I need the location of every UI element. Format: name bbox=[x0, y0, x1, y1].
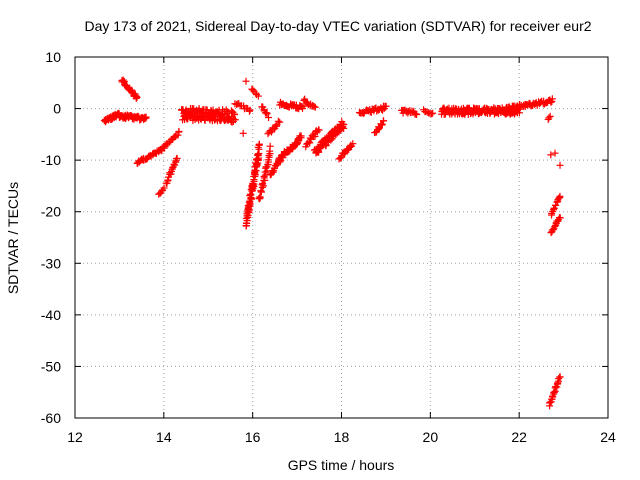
data-point bbox=[175, 127, 183, 135]
data-point bbox=[378, 120, 386, 128]
data-point bbox=[248, 195, 256, 203]
data-point bbox=[413, 111, 421, 119]
data-point bbox=[243, 219, 251, 227]
data-point bbox=[547, 98, 555, 106]
data-point bbox=[246, 200, 254, 208]
data-point bbox=[545, 399, 553, 407]
data-point bbox=[256, 194, 264, 202]
data-point bbox=[551, 149, 559, 157]
data-point bbox=[276, 118, 284, 126]
data-point bbox=[254, 92, 262, 100]
data-point bbox=[315, 126, 323, 134]
data-point bbox=[133, 93, 141, 101]
data-point bbox=[340, 121, 348, 129]
data-point bbox=[554, 379, 562, 387]
data-point bbox=[297, 134, 305, 142]
data-point bbox=[555, 375, 563, 383]
y-tick-label: -30 bbox=[41, 255, 61, 271]
data-point bbox=[349, 140, 357, 148]
data-point bbox=[265, 153, 273, 161]
data-point bbox=[245, 208, 253, 216]
data-point bbox=[171, 161, 179, 169]
data-point bbox=[231, 116, 239, 124]
data-point bbox=[231, 111, 239, 119]
data-point bbox=[546, 112, 554, 120]
data-point bbox=[550, 388, 558, 396]
data-point bbox=[269, 168, 277, 176]
data-point bbox=[552, 201, 560, 209]
y-tick-label: 10 bbox=[45, 49, 61, 65]
x-axis-label: GPS time / hours bbox=[288, 457, 395, 473]
data-point bbox=[556, 214, 564, 222]
data-point bbox=[556, 373, 564, 381]
data-points bbox=[100, 76, 564, 410]
y-tick-label: -40 bbox=[41, 307, 61, 323]
data-point bbox=[266, 142, 274, 150]
data-point bbox=[257, 188, 265, 196]
data-point bbox=[245, 107, 253, 115]
x-tick-label: 24 bbox=[600, 429, 616, 445]
data-point bbox=[255, 150, 263, 158]
y-tick-label: -50 bbox=[41, 358, 61, 374]
data-point bbox=[261, 176, 269, 184]
data-point bbox=[380, 117, 388, 125]
data-point bbox=[249, 86, 257, 94]
grid bbox=[75, 57, 608, 418]
data-point bbox=[328, 135, 336, 143]
data-point bbox=[428, 110, 436, 118]
data-point bbox=[246, 106, 254, 114]
data-point bbox=[556, 161, 564, 169]
data-point bbox=[255, 141, 263, 149]
x-tick-label: 18 bbox=[334, 429, 350, 445]
data-point bbox=[263, 110, 271, 118]
x-tick-label: 22 bbox=[511, 429, 527, 445]
data-point bbox=[160, 184, 168, 192]
data-point bbox=[548, 95, 556, 103]
data-point bbox=[276, 158, 284, 166]
data-point bbox=[160, 144, 168, 152]
x-tick-label: 14 bbox=[156, 429, 172, 445]
data-point bbox=[549, 226, 557, 234]
y-axis-label: SDTVAR / TECUs bbox=[5, 182, 21, 294]
data-point bbox=[327, 136, 335, 144]
data-point bbox=[142, 113, 150, 121]
data-point bbox=[547, 151, 555, 159]
data-point bbox=[279, 154, 287, 162]
data-point bbox=[315, 148, 323, 156]
data-point bbox=[310, 102, 318, 110]
y-tick-label: 0 bbox=[53, 101, 61, 117]
y-tick-label: -10 bbox=[41, 152, 61, 168]
data-point bbox=[545, 114, 553, 122]
data-point bbox=[429, 109, 437, 117]
data-point bbox=[266, 150, 274, 158]
data-point bbox=[311, 103, 319, 111]
y-tick-label: -60 bbox=[41, 410, 61, 426]
data-point bbox=[412, 110, 420, 118]
data-point bbox=[132, 94, 140, 102]
data-point bbox=[260, 172, 268, 180]
x-tick-label: 12 bbox=[67, 429, 83, 445]
data-point bbox=[174, 131, 182, 139]
data-point bbox=[556, 192, 564, 200]
chart-title: Day 173 of 2021, Sidereal Day-to-day VTE… bbox=[84, 18, 591, 34]
x-tick-label: 16 bbox=[245, 429, 261, 445]
axis-ticks: 12 14 16 18 20 22 24 10 0 -10 -20 -30 -40 -50 -60 bbox=[41, 49, 616, 445]
data-point bbox=[173, 154, 181, 162]
x-tick-label: 20 bbox=[423, 429, 439, 445]
data-point bbox=[274, 117, 282, 125]
y-tick-label: -20 bbox=[41, 204, 61, 220]
data-point bbox=[379, 106, 387, 114]
data-point bbox=[265, 114, 273, 122]
data-point bbox=[378, 121, 386, 129]
data-point bbox=[322, 141, 330, 149]
data-point bbox=[239, 129, 247, 137]
data-point bbox=[382, 102, 390, 110]
data-point bbox=[242, 77, 250, 85]
